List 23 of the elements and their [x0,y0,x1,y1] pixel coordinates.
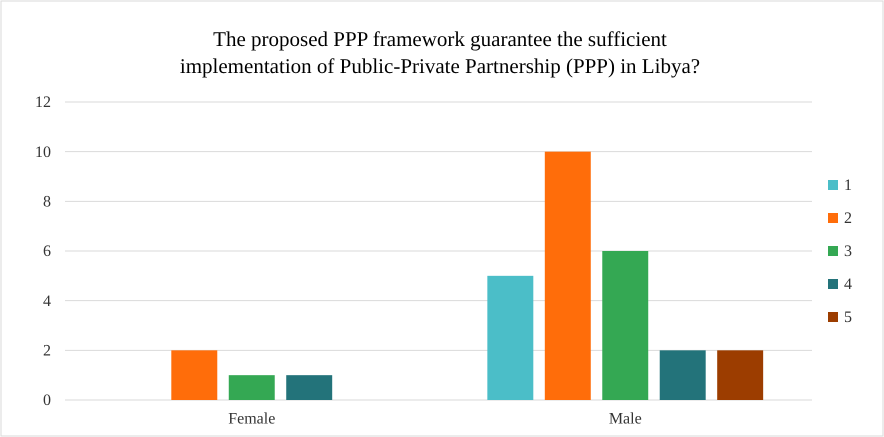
y-tick-label: 10 [35,144,51,161]
legend-label: 2 [844,210,852,227]
y-tick-label: 6 [43,243,51,260]
legend-label: 3 [844,243,852,260]
y-tick-label: 4 [43,292,51,310]
y-tick-label: 2 [43,342,51,360]
y-tick-label: 0 [43,392,51,410]
bar [544,152,591,400]
bar [487,276,534,400]
legend-label: 1 [844,177,852,194]
x-tick-label: Male [608,410,642,428]
bar [602,251,648,400]
bar [717,350,764,400]
legend-label: 5 [844,309,852,326]
bar [286,375,332,400]
bar [228,375,275,400]
y-tick-label: 12 [35,94,51,112]
x-tick-label: Female [228,410,276,428]
bar [171,350,218,400]
legend-label: 4 [844,276,852,293]
chart-title: The proposed PPP framework guarantee the sufficient implementation of Public-Private Partnership (PPP) in Libya? [180,27,700,78]
y-tick-label: 8 [43,193,51,210]
bar [660,350,706,400]
